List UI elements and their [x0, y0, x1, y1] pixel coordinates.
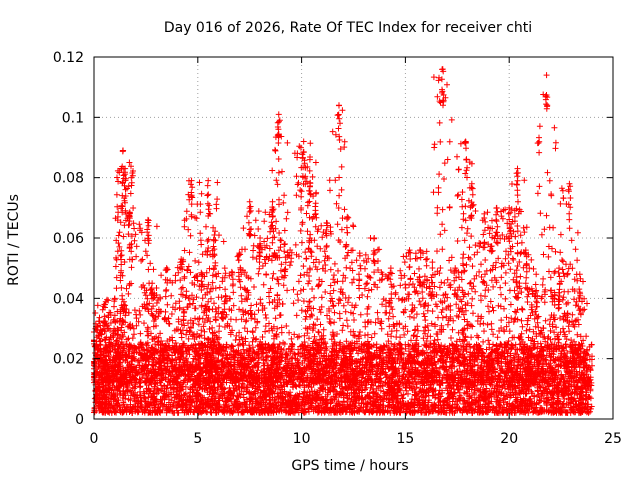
roti-peak-point [335, 102, 342, 109]
roti-peak-point [163, 265, 170, 272]
roti-peak-point [126, 210, 133, 217]
roti-peak-point [522, 247, 529, 254]
roti-peak-point [493, 204, 500, 211]
x-tick-label: 5 [193, 431, 202, 447]
x-tick-label: 10 [293, 431, 311, 447]
y-tick-label: 0.08 [53, 171, 84, 187]
roti-peak-point [514, 165, 521, 172]
roti-peak-point [236, 250, 243, 257]
roti-peak-point [406, 247, 413, 254]
roti-peak-point [275, 111, 282, 118]
roti-peak-point [101, 301, 108, 308]
roti-peak-point [269, 198, 276, 205]
x-tick-label: 25 [604, 431, 622, 447]
y-tick-label: 0.12 [53, 50, 84, 66]
roti-peak-point [543, 72, 550, 79]
y-tick-label: 0.06 [53, 231, 84, 247]
roti-peak-point [313, 189, 320, 196]
roti-peak-point [323, 219, 330, 226]
roti-peak-point [468, 180, 475, 187]
x-tick-label: 20 [500, 431, 518, 447]
roti-peak-point [416, 247, 423, 254]
roti-peak-point [306, 156, 313, 163]
y-tick-label: 0.1 [62, 110, 84, 126]
data-points [91, 66, 595, 416]
roti-peak-point [566, 180, 573, 187]
roti-peak-point [429, 259, 436, 266]
y-axis-label: ROTI / TECUs [6, 194, 22, 286]
roti-peak-point [462, 138, 469, 145]
x-tick-label: 0 [90, 431, 99, 447]
roti-peak-point [120, 147, 127, 154]
roti-peak-point [387, 265, 394, 272]
roti-peak-point [198, 271, 205, 278]
roti-peak-point [97, 322, 104, 329]
roti-peak-point [506, 204, 513, 211]
chart-title: Day 016 of 2026, Rate Of TEC Index for r… [164, 20, 532, 36]
roti-peak-point [576, 271, 583, 278]
x-axis-ticks: 0 5 10 15 20 25 [90, 57, 622, 447]
y-tick-label: 0.02 [53, 352, 84, 368]
y-axis-ticks: 0 0.02 0.04 0.06 0.08 0.1 0.12 [53, 50, 613, 428]
roti-peak-point [533, 271, 540, 278]
roti-peak-point [344, 213, 351, 220]
roti-peak-point [149, 280, 156, 287]
roti-peak-point [439, 66, 446, 73]
roti-peak-point [178, 256, 185, 263]
x-tick-label: 15 [396, 431, 414, 447]
roti-peak-point [122, 165, 129, 172]
roti-peak-point [371, 235, 378, 241]
roti-peak-point [211, 231, 218, 238]
roti-peak-point [188, 177, 195, 184]
roti-peak-point [300, 138, 307, 145]
roti-peak-point [246, 198, 253, 205]
roti-points-path [91, 66, 595, 416]
roti-peak-point [452, 265, 459, 272]
roti-peak-point [556, 265, 563, 272]
roti-peak-point [281, 241, 288, 248]
y-tick-label: 0 [75, 412, 84, 428]
x-axis-label: GPS time / hours [291, 458, 408, 474]
roti-peak-point [481, 210, 488, 217]
roti-peak-point [257, 235, 264, 241]
roti-peak-point [356, 250, 363, 257]
roti-peak-point [144, 216, 151, 223]
roti-peak-point [205, 177, 212, 184]
roti-peak-point [221, 265, 228, 272]
y-tick-label: 0.04 [53, 291, 84, 307]
roti-peak-point [111, 295, 118, 302]
